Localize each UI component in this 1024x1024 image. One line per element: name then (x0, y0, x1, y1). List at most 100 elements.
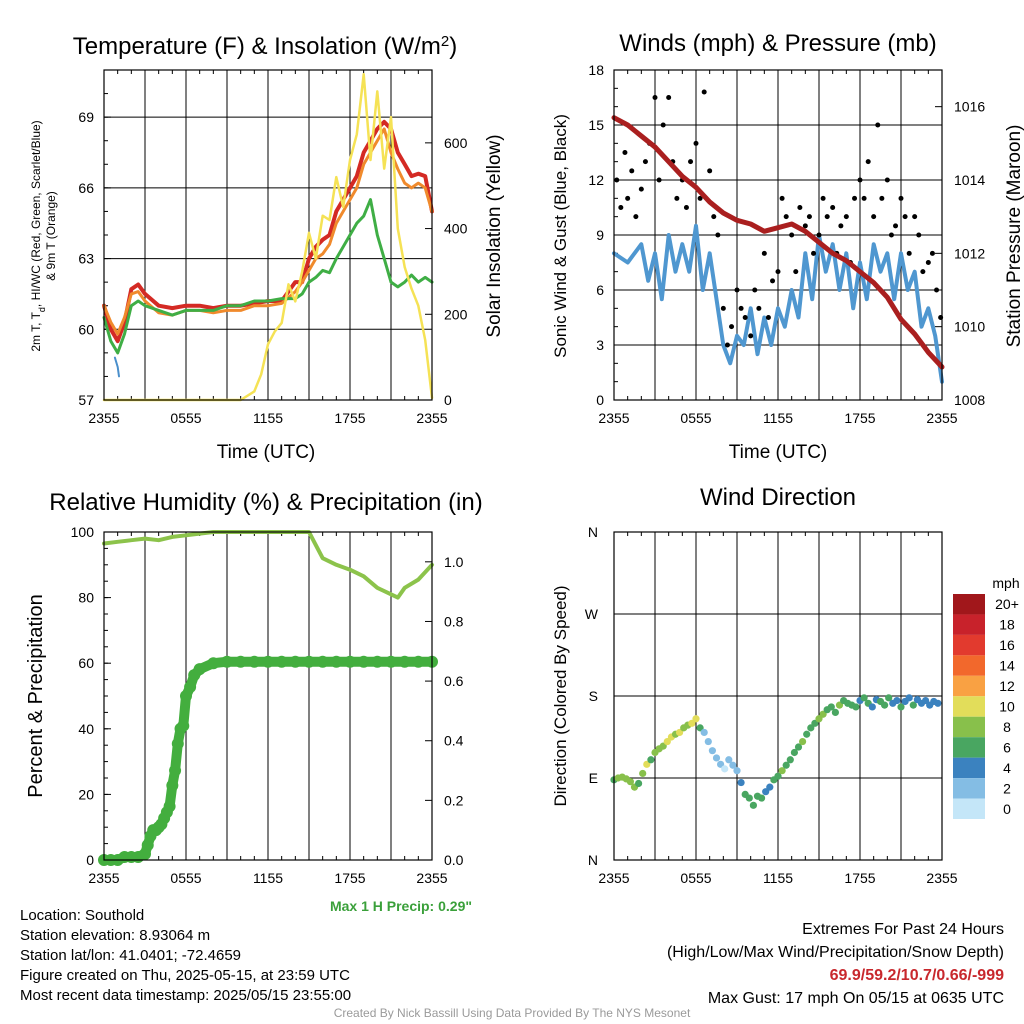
dir-xtick-label: 0555 (680, 870, 711, 886)
gust-point (806, 214, 812, 220)
winds-y2tick-label: 1014 (954, 172, 985, 188)
colorbar-swatch (953, 696, 985, 717)
temp-y2tick-label: 600 (444, 135, 468, 151)
direction-point (782, 761, 790, 769)
dir-xtick-label: 1755 (844, 870, 875, 886)
temp-xtick-label: 1155 (253, 410, 283, 426)
colorbar-swatch (953, 655, 985, 676)
colorbar-swatch (953, 675, 985, 697)
winds-title: Winds (mph) & Pressure (mb) (619, 30, 936, 57)
rh-xtick-label: 2355 (416, 870, 447, 886)
temp-series-9m-t (102, 127, 434, 336)
gust-point (820, 195, 826, 201)
direction-point (790, 748, 799, 757)
gust-point (824, 214, 830, 220)
humidity-panel: Relative Humidity (%) & Precipitation (i… (25, 489, 483, 914)
direction-point (778, 767, 786, 775)
station-latlon: Station lat/lon: 41.0401; -72.4659 (20, 947, 242, 964)
temperature-ylabel-right: Solar Insolation (Yellow) (484, 134, 505, 337)
winds-ytick-label: 18 (588, 62, 604, 78)
direction-point (831, 708, 840, 717)
colorbar-label: 10 (999, 699, 1015, 715)
winds-y2tick-label: 1016 (954, 99, 985, 115)
winds-ylabel-right: Station Pressure (Maroon) (1004, 125, 1024, 348)
gust-point (618, 205, 624, 210)
rh-ytick-label: 20 (78, 786, 94, 802)
direction-point (749, 801, 758, 809)
direction-point (860, 694, 868, 702)
gust-point (660, 122, 666, 128)
direction-panel: Wind Direction 2355 0555 1155 1755 2355NESWN… (551, 484, 1020, 886)
temperature-ylabel-left-2: & 9m T (Orange) (44, 191, 58, 281)
direction-point (893, 696, 901, 705)
gust-point (711, 214, 717, 220)
dir-ytick-label: S (589, 688, 598, 704)
gust-point (622, 150, 628, 155)
gust-point (752, 287, 758, 293)
gust-point (625, 195, 631, 201)
gust-point (934, 287, 940, 293)
direction-point (774, 772, 782, 780)
colorbar-label: 16 (999, 637, 1015, 653)
direction-title: Wind Direction (700, 484, 856, 511)
gust-point (666, 95, 672, 100)
gust-point (797, 205, 803, 210)
gust-point (770, 278, 776, 284)
colorbar-swatch (953, 614, 985, 635)
direction-point (647, 756, 655, 764)
direction-point (786, 756, 794, 764)
winds-ytick-label: 15 (588, 117, 604, 133)
winds-xtick-label: 1155 (763, 410, 793, 426)
temp-series-solar-insolation (102, 73, 434, 402)
temp-series-td (102, 198, 434, 355)
gust-point (875, 122, 881, 128)
temp-border (103, 69, 433, 401)
direction-point (852, 703, 860, 711)
winds-ytick-label: 3 (596, 337, 604, 353)
winds-ytick-label: 0 (596, 392, 604, 408)
temp-xtick-label: 2355 (88, 410, 119, 426)
direction-point (733, 767, 741, 775)
winds-ytick-label: 12 (588, 172, 604, 188)
temperature-ylabel-left: 2m T, Td, HI/WC (Red, Green, Scarlet/Blu… (29, 120, 47, 351)
gust-point (912, 214, 918, 220)
rh-y2tick-label: 0.0 (444, 852, 464, 868)
temp-y2tick-label: 0 (444, 392, 452, 408)
precip-line (99, 656, 437, 865)
gust-point (838, 223, 844, 229)
gust-point (656, 177, 662, 183)
gust-point (729, 324, 735, 330)
colorbar-label: 0 (1003, 801, 1011, 817)
gust-point (884, 177, 890, 183)
colorbar-swatch (953, 798, 985, 819)
dir-ytick-label: E (589, 770, 598, 786)
gust-point (811, 250, 817, 256)
rh-y2tick-label: 0.2 (444, 792, 464, 808)
direction-point (827, 703, 835, 711)
temp-ytick-label: 69 (78, 109, 94, 125)
credit-line: Created By Nick Bassill Using Data Provi… (333, 1006, 691, 1020)
direction-point (905, 694, 913, 702)
gust-point (902, 214, 908, 220)
winds-panel: Winds (mph) & Pressure (mb) 2355 0555 1155… (551, 30, 1024, 463)
gust-point (925, 260, 931, 265)
gust-point (642, 159, 648, 165)
gust-point (789, 232, 795, 238)
gust-point (879, 195, 885, 201)
colorbar-swatch (953, 757, 985, 779)
gust-point (893, 223, 899, 229)
direction-point (692, 715, 700, 723)
rh-y2tick-label: 0.6 (444, 673, 464, 689)
direction-point (712, 754, 721, 762)
colorbar-swatch (953, 634, 985, 656)
winds-ytick-label: 6 (596, 282, 604, 298)
direction-point (729, 761, 737, 769)
winds-ytick-label: 9 (596, 227, 604, 243)
gust-point (865, 159, 871, 165)
direction-point (803, 730, 811, 738)
colorbar-swatch (953, 716, 985, 738)
direction-point (725, 756, 733, 764)
winds-xlabel: Time (UTC) (729, 442, 828, 463)
temp-y2tick-label: 200 (444, 306, 468, 322)
colorbar-label: 18 (999, 617, 1015, 633)
